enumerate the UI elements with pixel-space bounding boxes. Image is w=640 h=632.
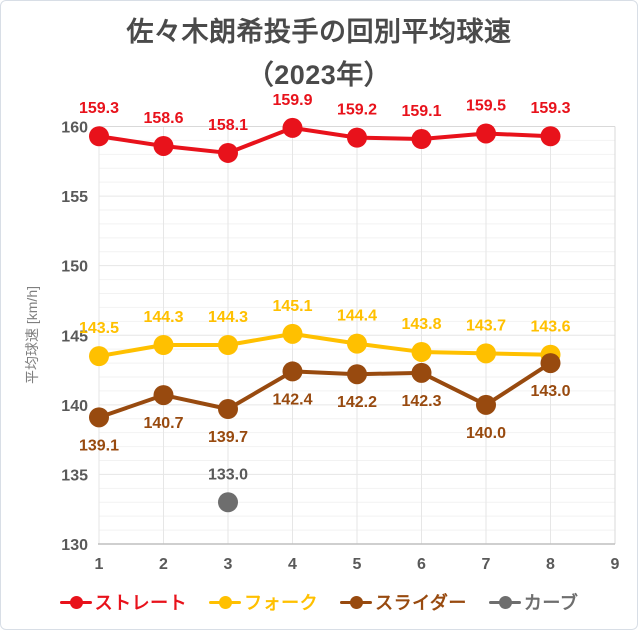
x-tick-label: 5 bbox=[353, 556, 362, 573]
data-point-スライダー bbox=[218, 399, 238, 420]
data-label-フォーク: 143.7 bbox=[466, 317, 506, 334]
y-tick-label: 160 bbox=[61, 120, 88, 137]
chart-legend: ストレート フォーク スライダー カーブ bbox=[1, 589, 637, 615]
data-label-ストレート: 159.5 bbox=[466, 97, 506, 114]
series-line-ストレート bbox=[98, 125, 551, 155]
x-tick-label: 4 bbox=[288, 556, 297, 573]
data-label-スライダー: 142.3 bbox=[401, 393, 441, 410]
x-tick-label: 9 bbox=[611, 556, 620, 573]
legend-marker-slider-icon bbox=[340, 595, 373, 609]
legend-item-curve: カーブ bbox=[488, 589, 579, 615]
data-label-ストレート: 159.3 bbox=[79, 100, 119, 117]
data-point-ストレート bbox=[282, 117, 303, 138]
data-point-フォーク bbox=[476, 343, 496, 364]
series-line-スライダー bbox=[98, 361, 552, 420]
data-point-ストレート bbox=[89, 126, 109, 147]
data-label-ストレート: 159.1 bbox=[401, 103, 441, 120]
data-label-スライダー: 139.1 bbox=[79, 437, 119, 454]
data-point-スライダー bbox=[153, 385, 174, 406]
y-tick-label: 140 bbox=[61, 398, 88, 415]
data-label-スライダー: 140.0 bbox=[466, 425, 506, 442]
data-point-スライダー bbox=[282, 361, 303, 382]
data-label-スライダー: 143.0 bbox=[530, 383, 570, 400]
legend-label-curve: カーブ bbox=[523, 593, 579, 613]
x-tick-label: 1 bbox=[95, 556, 104, 573]
data-label-フォーク: 144.3 bbox=[143, 309, 183, 326]
data-point-スライダー bbox=[476, 394, 496, 415]
legend-label-straight: ストレート bbox=[94, 593, 188, 613]
x-tick-label: 6 bbox=[417, 556, 426, 573]
data-label-ストレート: 159.3 bbox=[530, 100, 570, 117]
data-label-スライダー: 142.2 bbox=[337, 394, 377, 411]
data-point-スライダー bbox=[411, 362, 432, 383]
data-point-ストレート bbox=[218, 142, 238, 163]
y-tick-label: 130 bbox=[61, 537, 88, 554]
data-point-フォーク bbox=[282, 323, 303, 344]
data-point-スライダー bbox=[89, 407, 109, 428]
x-tick-label: 7 bbox=[482, 556, 491, 573]
y-tick-label: 155 bbox=[61, 189, 88, 206]
legend-item-fork: フォーク bbox=[209, 589, 318, 615]
data-label-フォーク: 144.3 bbox=[208, 309, 248, 326]
data-point-フォーク bbox=[89, 346, 109, 367]
data-label-ストレート: 158.6 bbox=[143, 110, 183, 127]
series-line-フォーク bbox=[98, 331, 551, 359]
data-label-フォーク: 143.5 bbox=[79, 320, 119, 337]
legend-label-slider: スライダー bbox=[375, 593, 467, 613]
legend-item-slider: スライダー bbox=[340, 589, 467, 615]
data-label-フォーク: 145.1 bbox=[272, 298, 312, 315]
data-label-ストレート: 159.9 bbox=[272, 92, 312, 109]
y-tick-label: 135 bbox=[61, 467, 88, 484]
x-tick-label: 3 bbox=[224, 556, 233, 573]
data-point-ストレート bbox=[153, 135, 174, 156]
data-label-スライダー: 142.4 bbox=[272, 391, 312, 408]
data-label-スライダー: 139.7 bbox=[208, 429, 248, 446]
data-point-フォーク bbox=[347, 333, 367, 354]
x-tick-label: 8 bbox=[546, 556, 555, 573]
data-point-フォーク bbox=[411, 341, 432, 362]
data-point-フォーク bbox=[153, 334, 174, 355]
chart-title-line2: （2023年） bbox=[246, 60, 392, 90]
data-label-ストレート: 158.1 bbox=[208, 117, 248, 134]
data-label-フォーク: 143.6 bbox=[530, 319, 570, 336]
y-tick-label: 150 bbox=[61, 259, 88, 276]
data-label-スライダー: 140.7 bbox=[143, 415, 183, 432]
data-point-ストレート bbox=[347, 127, 367, 148]
data-point-ストレート bbox=[540, 126, 561, 147]
data-point-カーブ bbox=[218, 492, 238, 513]
data-label-ストレート: 159.2 bbox=[337, 102, 377, 119]
legend-label-fork: フォーク bbox=[244, 593, 319, 613]
legend-marker-fork-icon bbox=[209, 595, 242, 609]
data-label-フォーク: 144.4 bbox=[337, 308, 377, 325]
legend-item-straight: ストレート bbox=[59, 589, 188, 615]
data-label-フォーク: 143.8 bbox=[401, 316, 441, 333]
y-tick-label: 145 bbox=[61, 328, 88, 345]
chart-title: 佐々木朗希投手の回別平均球速 （2023年） bbox=[1, 11, 637, 97]
data-point-ストレート bbox=[476, 123, 496, 144]
data-point-フォーク bbox=[218, 334, 238, 355]
legend-marker-straight-icon bbox=[59, 595, 92, 609]
data-point-ストレート bbox=[411, 129, 432, 150]
legend-marker-curve-icon bbox=[488, 595, 521, 609]
chart-title-line1: 佐々木朗希投手の回別平均球速 bbox=[126, 17, 512, 47]
data-point-スライダー bbox=[540, 353, 561, 374]
x-tick-label: 2 bbox=[159, 556, 168, 573]
data-point-スライダー bbox=[347, 364, 367, 385]
data-label-カーブ: 133.0 bbox=[208, 466, 248, 483]
